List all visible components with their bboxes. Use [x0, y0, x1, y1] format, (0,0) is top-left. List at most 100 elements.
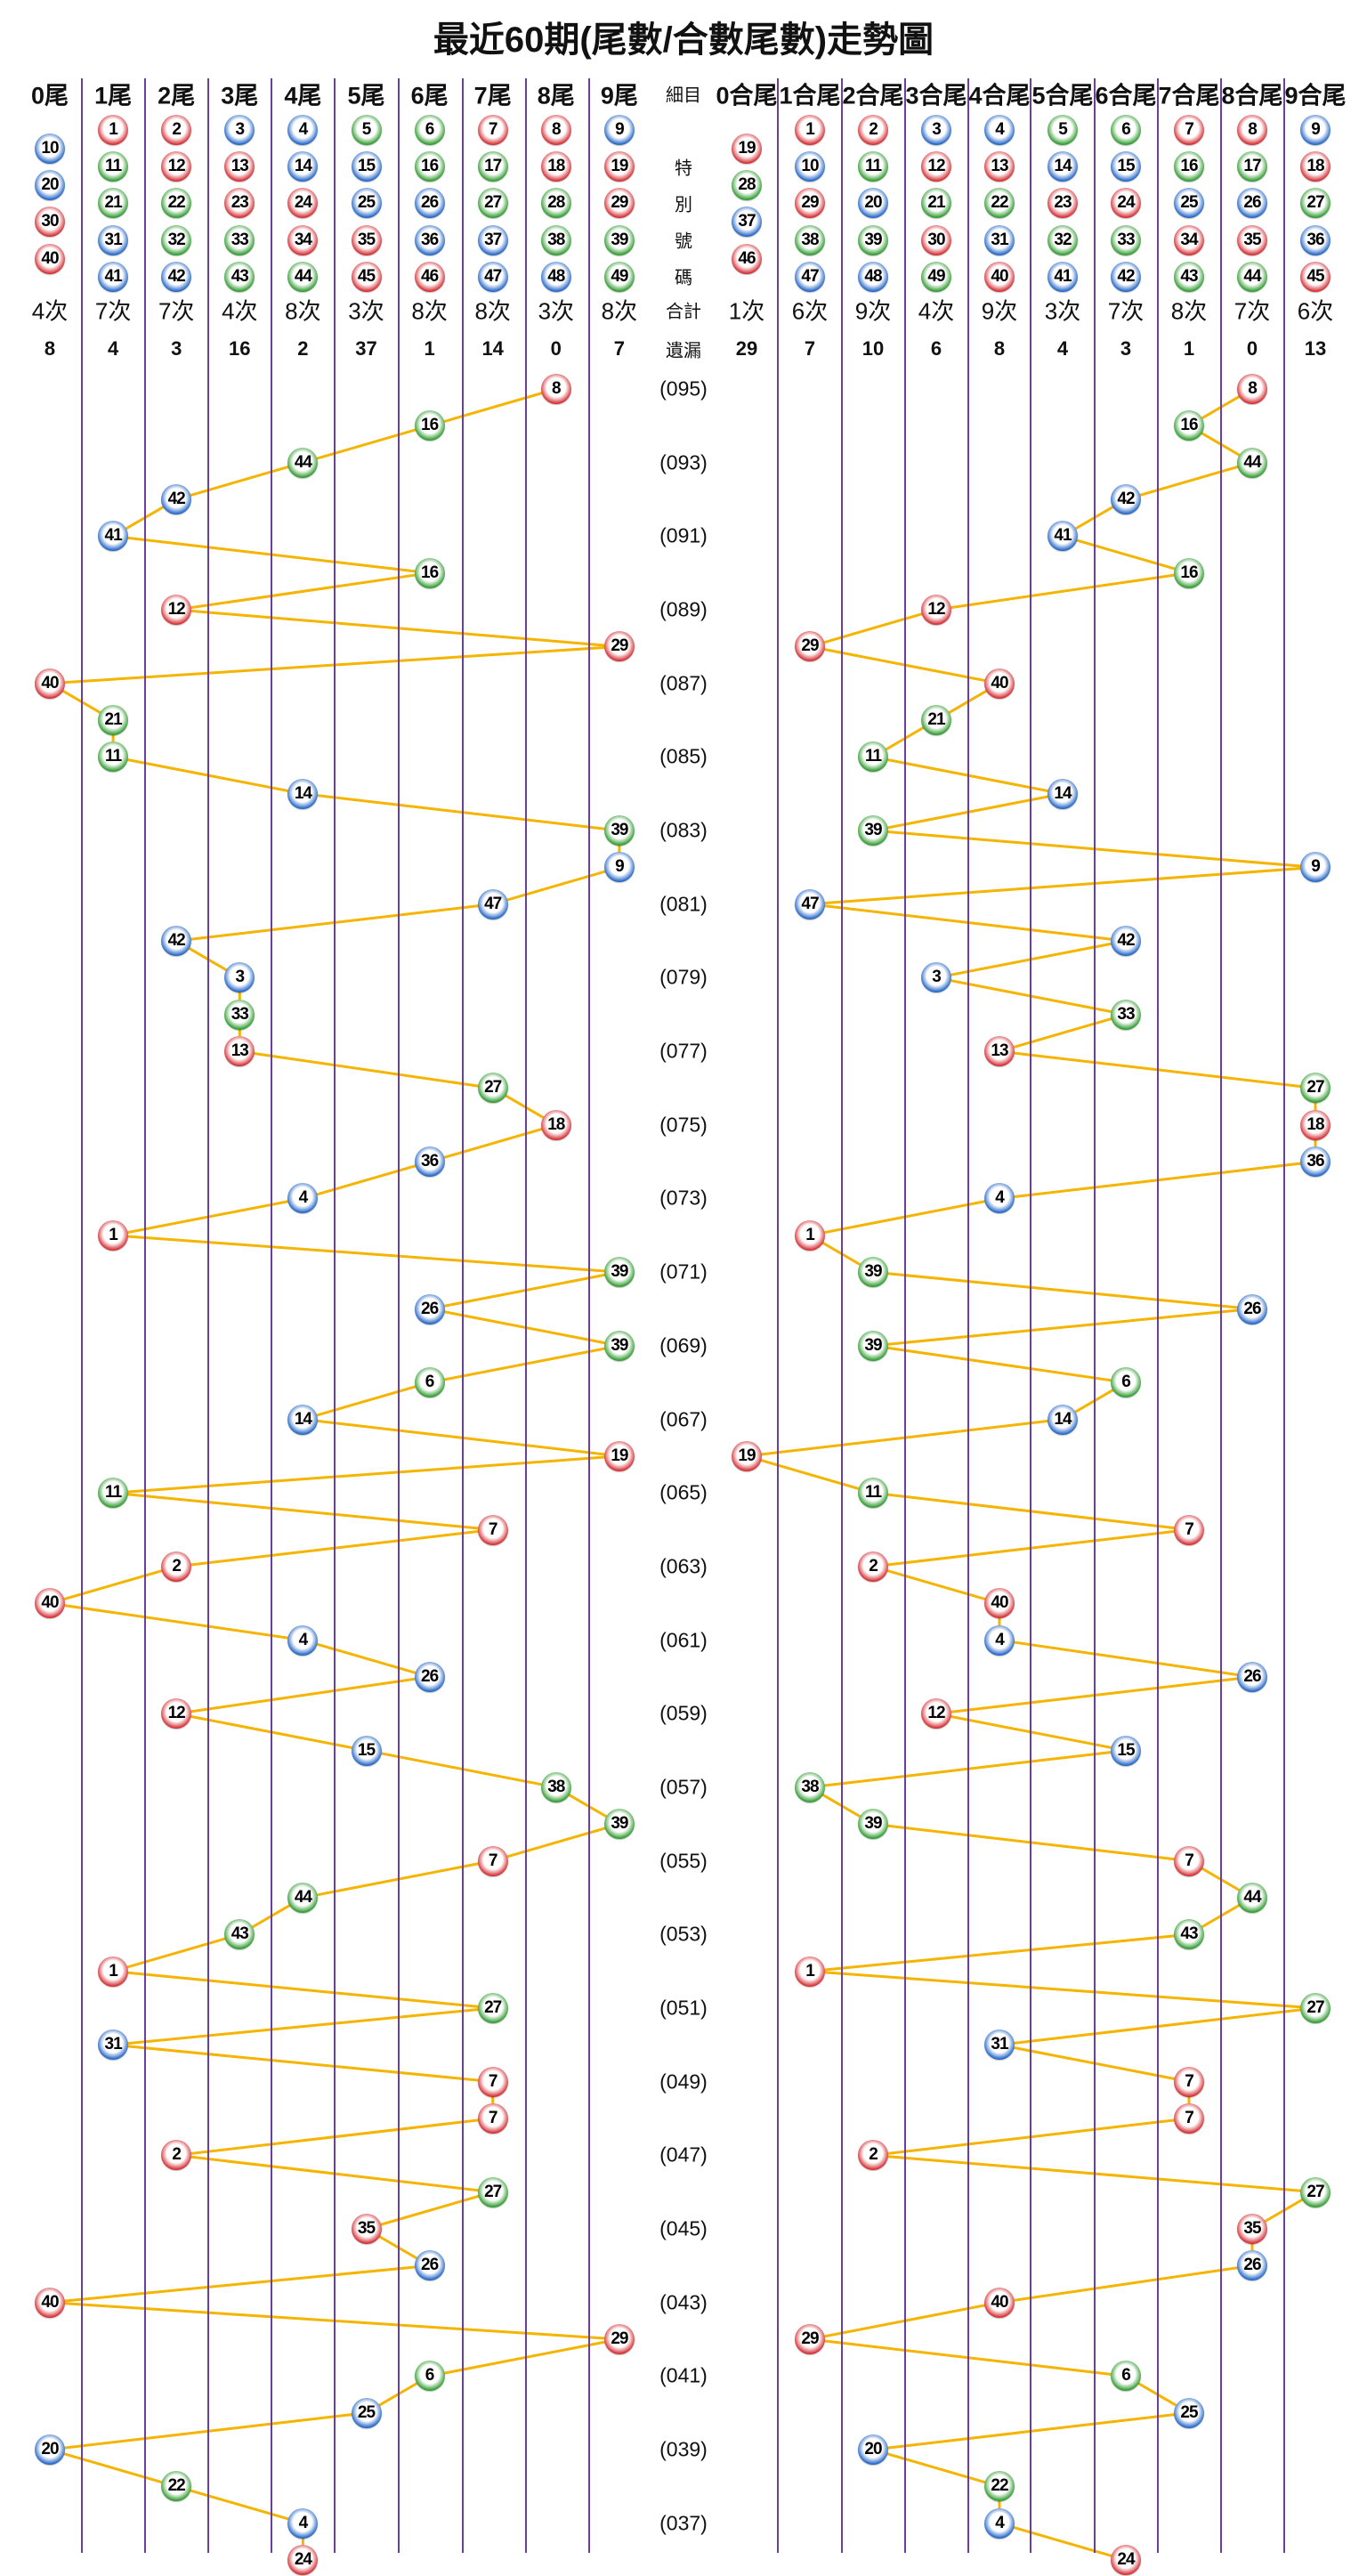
sum-tail-data-ball: 39 — [858, 815, 888, 847]
header-ball: 29 — [795, 188, 825, 219]
header-ball: 17 — [477, 151, 508, 182]
sum-tail-data-ball: 1 — [795, 1956, 825, 1987]
tail-column-header: 1尾 — [94, 82, 133, 109]
tail-column-header: 3尾 — [221, 82, 259, 109]
header-ball: 11 — [858, 151, 888, 182]
header-ball: 48 — [540, 261, 571, 292]
tail-count: 4次 — [222, 297, 258, 325]
sum-tail-data-ball: 16 — [1174, 410, 1204, 441]
header-ball: 41 — [98, 261, 129, 292]
sum-tail-data-ball: 36 — [1300, 1146, 1331, 1178]
column-divider — [207, 78, 209, 2553]
header-ball: 26 — [1237, 188, 1267, 219]
tail-data-ball: 2 — [161, 1551, 192, 1582]
sum-tail-data-ball: 27 — [1300, 1073, 1331, 1104]
sum-tail-data-ball: 6 — [1111, 2361, 1141, 2392]
tail-data-ball: 39 — [603, 1809, 635, 1840]
sum-tail-data-ball: 29 — [795, 2324, 825, 2355]
header-ball: 18 — [1300, 151, 1331, 182]
sum-tail-count: 7次 — [1107, 297, 1145, 325]
tail-trend-segment — [112, 1932, 240, 1973]
column-divider — [1030, 78, 1031, 2553]
header-ball: 43 — [1174, 261, 1204, 292]
tail-trend-segment — [49, 1601, 303, 1642]
sum-tail-data-ball: 26 — [1237, 2250, 1267, 2281]
sum-tail-data-ball: 29 — [795, 631, 825, 662]
tail-trend-segment — [429, 1308, 620, 1348]
tail-data-ball: 18 — [540, 1109, 571, 1140]
column-divider — [334, 78, 336, 2553]
sum-tail-column-header: 9合尾 — [1284, 82, 1347, 109]
period-label: (093) — [659, 450, 708, 474]
tail-trend-segment — [303, 792, 620, 832]
tail-column-header: 7尾 — [473, 82, 512, 109]
header-ball: 3 — [224, 115, 255, 145]
sum-tail-data-ball: 38 — [795, 1771, 825, 1802]
period-label: (079) — [659, 965, 708, 989]
sum-tail-column-header: 3合尾 — [905, 82, 967, 109]
detail-label: 細目 — [666, 85, 701, 106]
header-ball: 19 — [732, 134, 762, 164]
header-ball: 26 — [414, 188, 445, 219]
header-ball: 14 — [1047, 151, 1078, 182]
tail-trend-segment — [175, 571, 430, 612]
header-ball: 31 — [98, 224, 129, 255]
missing-label: 遺漏 — [666, 341, 701, 361]
sum-tail-count: 6次 — [791, 297, 829, 325]
period-label: (069) — [659, 1333, 708, 1357]
tail-data-ball: 4 — [287, 2507, 319, 2539]
tail-data-ball: 21 — [98, 705, 129, 736]
header-ball: 12 — [161, 151, 192, 182]
tail-trend-segment — [49, 2264, 430, 2305]
tail-data-ball: 19 — [603, 1440, 635, 1471]
period-label: (085) — [659, 744, 708, 768]
tail-count: 8次 — [474, 297, 511, 325]
header-ball: 2 — [161, 115, 192, 145]
header-ball: 34 — [287, 224, 319, 255]
header-ball: 5 — [1047, 115, 1078, 145]
sum-tail-data-ball: 2 — [858, 1551, 888, 1582]
tail-data-ball: 39 — [603, 1330, 635, 1361]
tail-trend-segment — [429, 1344, 620, 1384]
tail-data-ball: 44 — [287, 1882, 319, 1913]
header-ball: 48 — [858, 261, 888, 292]
tail-data-ball: 2 — [161, 2140, 192, 2171]
sum-tail-column-header: 5合尾 — [1031, 82, 1094, 109]
header-ball: 16 — [414, 151, 445, 182]
tail-trend-segment — [429, 1123, 557, 1163]
header-ball: 36 — [414, 224, 445, 255]
tail-trend-segment — [175, 461, 303, 501]
tail-missing: 0 — [550, 337, 562, 360]
tail-data-ball: 40 — [35, 1588, 65, 1619]
header-ball: 32 — [1047, 224, 1078, 255]
tail-data-ball: 6 — [414, 2361, 445, 2392]
sum-tail-data-ball: 1 — [795, 1219, 825, 1251]
tail-data-ball: 29 — [603, 2324, 635, 2355]
sum-tail-data-ball: 27 — [1300, 1992, 1331, 2023]
header-ball: 10 — [795, 151, 825, 182]
sum-tail-data-ball: 40 — [984, 668, 1015, 699]
sum-tail-missing: 29 — [735, 337, 758, 360]
header-ball: 32 — [161, 224, 192, 255]
tail-column-header: 0尾 — [30, 82, 69, 109]
sum-tail-missing: 0 — [1246, 337, 1258, 360]
column-divider — [777, 78, 779, 2553]
special-number-label: 別 — [675, 195, 692, 215]
sum-tail-column-header: 4合尾 — [968, 82, 1031, 109]
period-label: (059) — [659, 1701, 708, 1725]
sum-tail-missing: 7 — [804, 337, 816, 360]
tail-data-ball: 14 — [287, 778, 319, 809]
header-ball: 19 — [603, 151, 635, 182]
period-label: (087) — [659, 671, 708, 695]
tail-data-ball: 4 — [287, 1183, 319, 1214]
tail-trend-segment — [429, 2337, 620, 2378]
sum-tail-count: 8次 — [1170, 297, 1208, 325]
sum-tail-data-ball: 39 — [858, 1257, 888, 1288]
tail-trend-segment — [492, 1822, 620, 1863]
tail-data-ball: 27 — [477, 1992, 508, 2023]
header-ball: 37 — [732, 207, 762, 238]
tail-data-ball: 20 — [35, 2434, 65, 2466]
tail-count: 7次 — [94, 297, 132, 325]
tail-trend-segment — [302, 1639, 431, 1679]
column-divider — [588, 78, 590, 2553]
